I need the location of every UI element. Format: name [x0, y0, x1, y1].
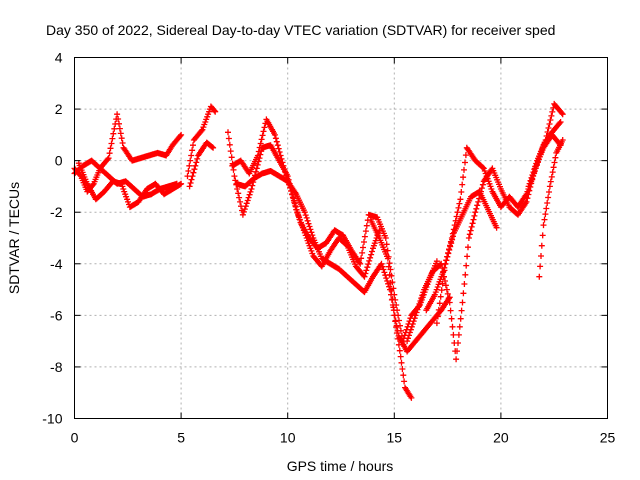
series-track-9	[367, 216, 415, 401]
chart-title: Day 350 of 2022, Sidereal Day-to-day VTE…	[46, 22, 555, 38]
x-tick-label: 10	[280, 430, 296, 446]
series-track-4	[184, 103, 219, 180]
y-tick-label: 0	[55, 153, 63, 169]
series-markers	[525, 100, 566, 190]
series-markers	[433, 188, 500, 327]
series-markers	[536, 137, 566, 280]
series-markers	[75, 160, 185, 211]
grid	[74, 57, 608, 419]
data-marks	[71, 100, 566, 401]
series-markers	[184, 103, 219, 180]
x-tick-label: 15	[387, 430, 403, 446]
series-markers	[186, 139, 217, 190]
y-tick-label: 4	[55, 50, 63, 66]
y-tick-label: -6	[50, 307, 63, 323]
series-track-8	[233, 168, 453, 355]
y-tick-label: 2	[55, 101, 63, 117]
series-track-3	[75, 160, 185, 211]
series-markers	[367, 216, 415, 401]
series-markers	[233, 168, 453, 355]
x-axis-label: GPS time / hours	[287, 458, 394, 474]
x-tick-label: 5	[177, 430, 185, 446]
x-tick-label: 0	[71, 430, 79, 446]
x-tick-label: 25	[600, 430, 616, 446]
axis-ticks: 0 5 10 15 20 25 -10 -8 -6 -4 -2 0 2 4	[42, 50, 615, 446]
plot-frame	[74, 57, 608, 419]
series-track-14	[525, 100, 566, 190]
y-tick-label: -4	[50, 256, 63, 272]
y-tick-label: -8	[50, 359, 63, 375]
series-track-13	[536, 137, 566, 280]
y-axis-label: SDTVAR / TECUs	[6, 182, 22, 294]
y-tick-label: -2	[50, 204, 63, 220]
series-track-5	[186, 139, 217, 190]
y-tick-label: -10	[42, 411, 62, 427]
x-tick-label: 20	[493, 430, 509, 446]
series-track-12	[433, 188, 500, 327]
